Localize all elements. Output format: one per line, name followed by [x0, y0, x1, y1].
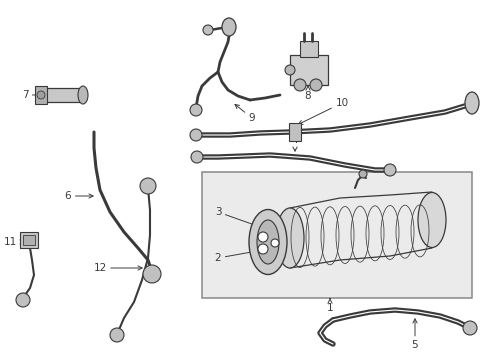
Bar — [23, 235, 35, 245]
Text: 5: 5 — [411, 319, 417, 350]
Circle shape — [358, 170, 366, 178]
Circle shape — [293, 79, 305, 91]
Circle shape — [140, 178, 156, 194]
Ellipse shape — [464, 92, 478, 114]
Circle shape — [110, 328, 124, 342]
Ellipse shape — [78, 86, 88, 104]
Bar — [288, 123, 301, 141]
Circle shape — [258, 244, 267, 254]
Bar — [45, 88, 83, 102]
Circle shape — [190, 129, 202, 141]
Ellipse shape — [275, 208, 304, 268]
Text: 11: 11 — [3, 237, 24, 247]
Bar — [20, 232, 38, 248]
Circle shape — [16, 293, 30, 307]
Circle shape — [203, 25, 213, 35]
Circle shape — [258, 232, 267, 242]
Text: 6: 6 — [64, 191, 93, 201]
Text: 8: 8 — [304, 86, 311, 101]
Circle shape — [309, 79, 321, 91]
Ellipse shape — [248, 210, 286, 274]
Circle shape — [462, 321, 476, 335]
Circle shape — [191, 151, 203, 163]
Bar — [202, 172, 471, 298]
Bar — [289, 55, 327, 85]
Bar — [299, 41, 317, 57]
Circle shape — [37, 91, 45, 99]
Ellipse shape — [417, 193, 445, 248]
Text: 9: 9 — [235, 104, 255, 123]
Text: 4: 4 — [291, 135, 298, 151]
Text: 3: 3 — [214, 207, 259, 227]
Circle shape — [383, 164, 395, 176]
Text: 12: 12 — [93, 263, 142, 273]
Circle shape — [142, 265, 161, 283]
Ellipse shape — [270, 239, 279, 247]
Circle shape — [285, 65, 294, 75]
Text: 1: 1 — [326, 299, 333, 313]
Text: 7: 7 — [21, 90, 44, 100]
Circle shape — [190, 104, 202, 116]
Ellipse shape — [257, 220, 279, 264]
Bar — [35, 86, 47, 104]
Ellipse shape — [222, 18, 236, 36]
Text: 2: 2 — [214, 249, 259, 263]
Text: 10: 10 — [298, 98, 348, 124]
